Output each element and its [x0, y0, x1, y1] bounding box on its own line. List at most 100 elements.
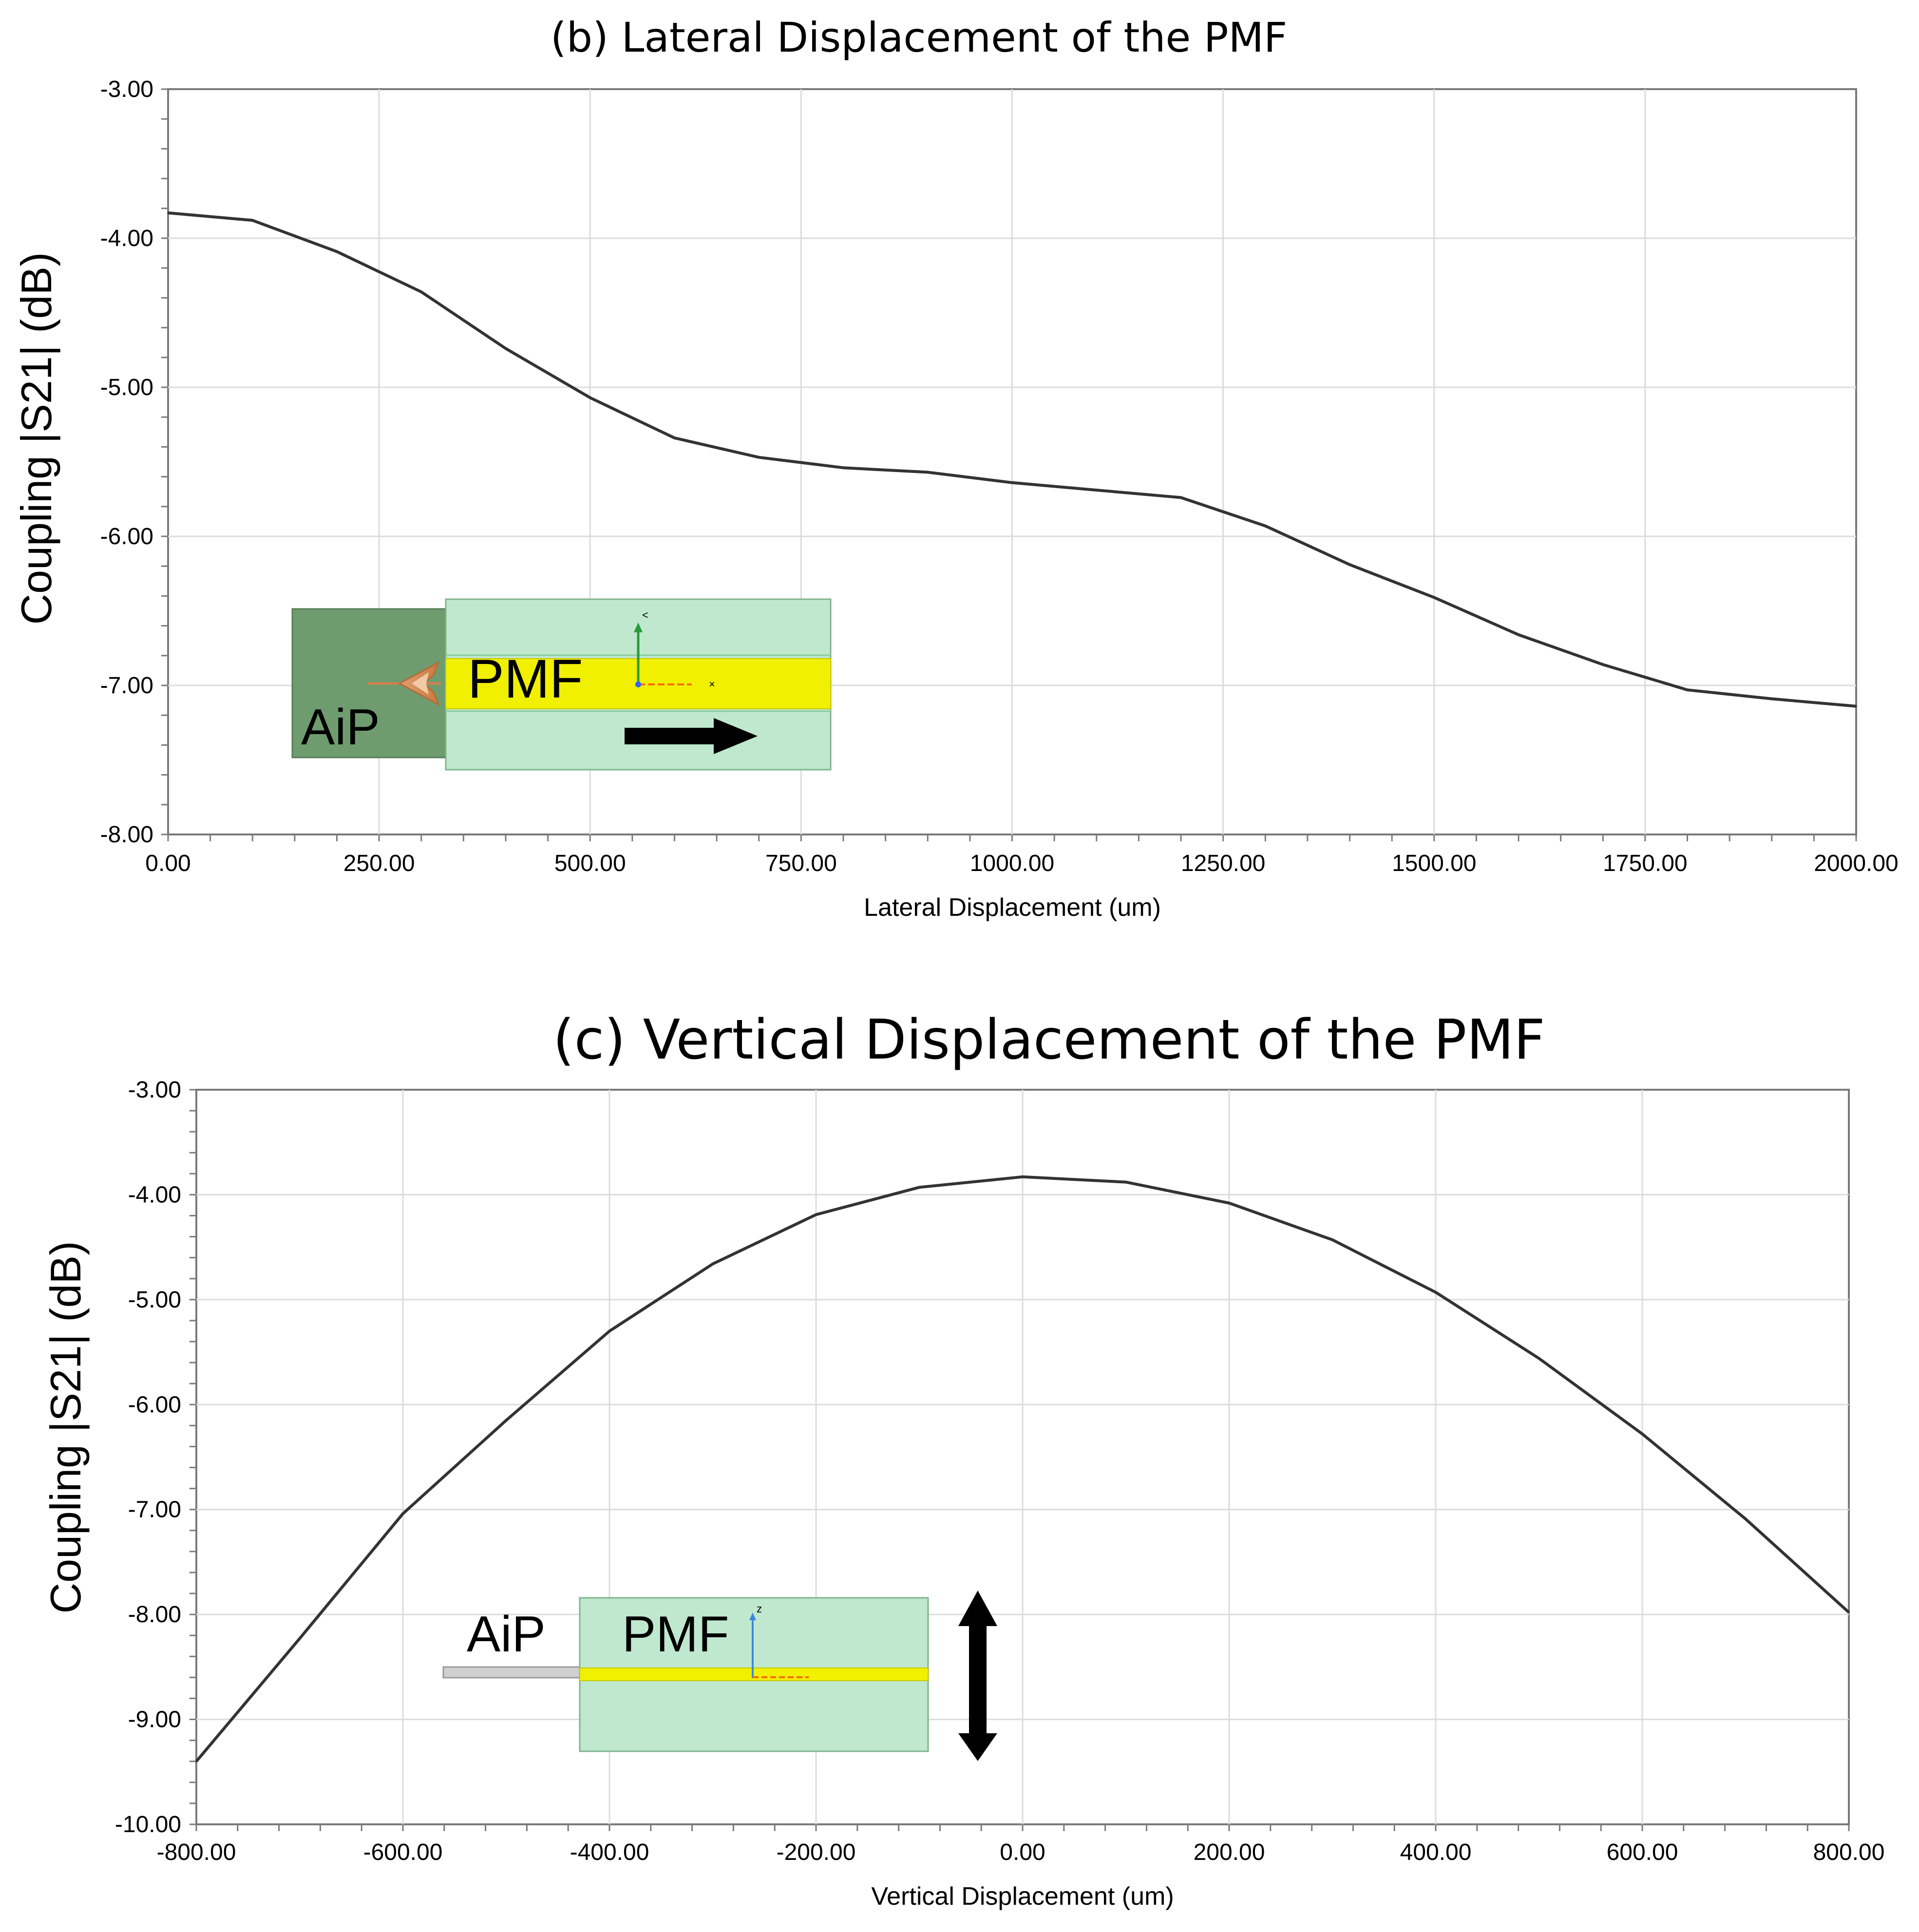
data-point	[1641, 1433, 1643, 1435]
data-point	[1687, 689, 1688, 691]
chart-c: -800.00 -600.00 -400.00 -200.00 0.00 200.00 40…	[41, 1077, 1884, 1911]
y-tick-label: -5.00	[128, 1287, 181, 1313]
chart-b-inset-aip-label: AiP	[301, 699, 380, 756]
data-point	[1538, 1357, 1540, 1359]
data-point	[1771, 698, 1773, 700]
x-tick-label: 500.00	[554, 851, 626, 876]
x-tick-label: 0.00	[145, 851, 190, 876]
x-tick-label: 750.00	[765, 851, 837, 876]
x-tick-label: 250.00	[343, 851, 415, 876]
horn-antenna-icon	[368, 661, 441, 706]
chart-c-inset-aip-label: AiP	[467, 1606, 546, 1663]
data-point	[1855, 705, 1857, 707]
data-point	[1011, 482, 1013, 484]
y-tick-label: -9.00	[128, 1707, 181, 1733]
y-tick-label: -8.00	[100, 822, 153, 848]
data-point	[712, 1263, 714, 1265]
y-tick-label: -6.00	[100, 524, 153, 549]
chart-b-data-points	[167, 212, 1857, 707]
svg-text:×: ×	[709, 678, 715, 690]
y-tick-label: -5.00	[100, 375, 153, 400]
data-point	[1022, 1176, 1024, 1178]
svg-text:<: <	[642, 609, 648, 621]
data-point	[674, 437, 675, 439]
chart-c-inset-pmf-label: PMF	[622, 1606, 729, 1663]
data-point	[918, 1186, 920, 1188]
chart-b-y-tick-labels: -3.00 -4.00 -5.00 -6.00 -7.00 -8.00	[100, 76, 153, 848]
x-tick-label: 800.00	[1813, 1839, 1885, 1865]
data-point	[589, 397, 591, 398]
chart-b-inset-pmf-label: PMF	[468, 648, 583, 709]
data-point	[1433, 596, 1435, 598]
data-point	[299, 1638, 301, 1640]
chart-c-y-tick-labels: -3.00 -4.00 -5.00 -6.00 -7.00 -8.00 -9.00 -10.0…	[115, 1077, 181, 1837]
data-point	[505, 1420, 507, 1421]
data-point	[1435, 1291, 1437, 1293]
chart-c-y-axis-label: Coupling |S21| (dB)	[41, 1241, 90, 1614]
chart-b-title: (b) Lateral Displacement of the PMF	[551, 14, 1288, 61]
x-tick-label: 200.00	[1194, 1839, 1265, 1865]
data-point	[1745, 1518, 1747, 1520]
data-point	[1848, 1611, 1850, 1613]
y-tick-label: -3.00	[128, 1077, 181, 1103]
data-point	[420, 291, 422, 293]
axis-triad-icon: < ×	[634, 609, 715, 690]
data-point	[1349, 564, 1350, 566]
chart-b-y-axis-label: Coupling |S21| (dB)	[12, 252, 60, 625]
data-point	[608, 1330, 610, 1332]
y-tick-label: -4.00	[100, 226, 153, 251]
data-point	[505, 347, 507, 349]
vertical-double-arrow-icon	[958, 1591, 997, 1761]
y-tick-label: -3.00	[100, 76, 153, 102]
y-tick-label: -7.00	[128, 1497, 181, 1523]
data-point	[842, 467, 844, 469]
data-point	[251, 219, 253, 221]
chart-c-data-points	[195, 1176, 1850, 1762]
axis-triad-icon: z	[749, 1603, 809, 1678]
x-tick-label: 1000.00	[970, 851, 1055, 876]
aip-board	[442, 1666, 583, 1679]
data-point	[167, 212, 169, 214]
y-tick-label: -6.00	[128, 1392, 181, 1418]
chart-b-x-tick-labels: 0.00 250.00 500.00 750.00 1000.00 1250.00 1500…	[145, 851, 1898, 876]
chart-b-minor-ticks	[161, 88, 1857, 841]
pmf-core	[579, 1667, 929, 1681]
x-tick-label: -200.00	[777, 1839, 856, 1865]
x-tick-label: 2000.00	[1814, 851, 1899, 876]
data-point	[1518, 634, 1520, 636]
chart-b-inset-diagram: < × PMF AiP	[291, 598, 832, 771]
x-tick-label: -800.00	[157, 1839, 236, 1865]
y-tick-label: -4.00	[128, 1182, 181, 1208]
x-tick-label: 1750.00	[1603, 851, 1688, 876]
chart-c-inset-diagram: z PMF AiP	[442, 1591, 997, 1761]
x-tick-label: 1250.00	[1181, 851, 1266, 876]
data-point	[1125, 1181, 1127, 1183]
data-point	[1602, 663, 1604, 665]
y-tick-label: -8.00	[128, 1602, 181, 1628]
chart-c-x-tick-labels: -800.00 -600.00 -400.00 -200.00 0.00 200.00 40…	[157, 1839, 1885, 1865]
data-point	[1331, 1239, 1333, 1241]
chart-c-x-axis-label: Vertical Displacement (um)	[871, 1882, 1174, 1911]
svg-text:z: z	[757, 1603, 762, 1615]
data-point	[1228, 1202, 1230, 1204]
data-point	[1180, 496, 1182, 498]
x-tick-label: 400.00	[1400, 1839, 1472, 1865]
right-arrow-icon	[625, 718, 758, 754]
data-point	[336, 251, 338, 253]
chart-c-minor-ticks	[190, 1089, 1850, 1831]
data-point	[402, 1513, 404, 1515]
y-tick-label: -10.00	[115, 1812, 181, 1837]
chart-b-x-axis-label: Lateral Displacement (um)	[864, 893, 1161, 922]
x-tick-label: 0.00	[1000, 1839, 1045, 1865]
data-point	[1096, 489, 1098, 491]
y-tick-label: -7.00	[100, 673, 153, 699]
chart-b: 0.00 250.00 500.00 750.00 1000.00 1250.00 1500…	[12, 76, 1899, 922]
x-tick-label: 600.00	[1607, 1839, 1678, 1865]
data-point	[815, 1213, 817, 1215]
chart-c-grid	[196, 1090, 1849, 1824]
x-tick-label: 1500.00	[1392, 851, 1477, 876]
data-point	[758, 456, 760, 458]
data-point	[1264, 525, 1266, 527]
x-tick-label: -600.00	[363, 1839, 443, 1865]
